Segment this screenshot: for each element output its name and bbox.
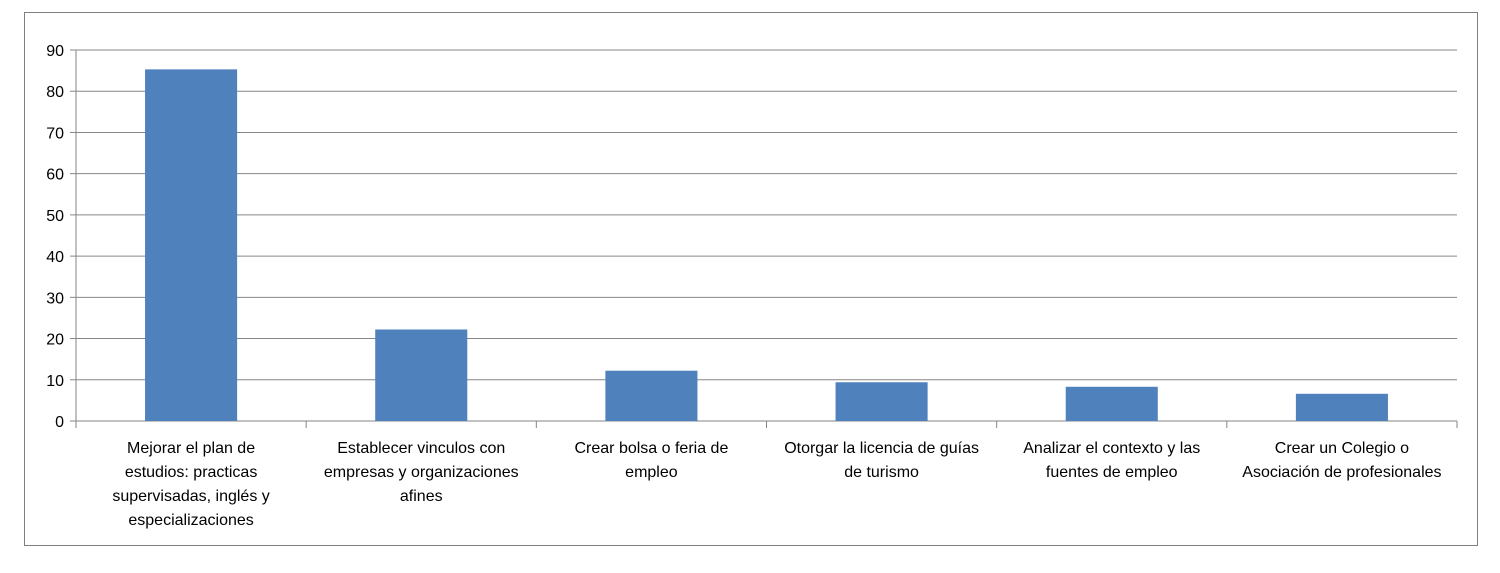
x-category-label-line: Crear un Colegio o	[1275, 440, 1409, 457]
y-tick-label-20: 20	[46, 332, 64, 349]
y-tick-label-0: 0	[55, 414, 64, 431]
bar-3	[605, 370, 698, 421]
x-category-label-2: Establecer vinculos con empresas y organi…	[324, 440, 519, 505]
y-tick-label-10: 10	[46, 373, 64, 390]
y-tick-label-40: 40	[46, 249, 64, 266]
x-category-label-3: Crear bolsa o feria de empleo	[574, 440, 728, 481]
bar-4	[835, 382, 928, 421]
x-category-label-line: Asociación de profesionales	[1242, 464, 1441, 481]
y-tick-label-30: 30	[46, 290, 64, 307]
x-category-label-line: fuentes de empleo	[1046, 464, 1178, 481]
x-category-label-line: especializaciones	[128, 512, 253, 529]
x-category-label-line: empresas y organizaciones	[324, 464, 519, 481]
x-category-label-line: empleo	[625, 464, 678, 481]
x-category-label-line: Analizar el contexto y las	[1023, 440, 1200, 457]
y-tick-label-70: 70	[46, 125, 64, 142]
y-tick-label-90: 90	[46, 43, 64, 60]
bar-5	[1065, 386, 1158, 421]
x-category-label-line: de turismo	[844, 464, 919, 481]
x-category-label-line: supervisadas, inglés y	[112, 488, 269, 505]
bar-1	[145, 69, 238, 421]
bar-6	[1295, 393, 1388, 421]
x-category-label-6: Crear un Colegio o Asociación de profesio…	[1242, 440, 1441, 481]
y-tick-label-60: 60	[46, 167, 64, 184]
x-category-label-line: Otorgar la licencia de guías	[784, 440, 979, 457]
x-category-label-line: afines	[400, 488, 443, 505]
chart-frame	[24, 12, 1478, 546]
x-category-label-5: Analizar el contexto y las fuentes de emp…	[1023, 440, 1200, 481]
x-category-label-line: estudios: practicas	[125, 464, 258, 481]
x-category-label-line: Mejorar el plan de	[127, 440, 255, 457]
x-category-label-line: Crear bolsa o feria de	[574, 440, 728, 457]
y-tick-label-50: 50	[46, 208, 64, 225]
x-category-label-line: Establecer vinculos con	[337, 440, 505, 457]
y-tick-label-80: 80	[46, 84, 64, 101]
bar-2	[375, 329, 468, 421]
x-category-label-4: Otorgar la licencia de guías de turismo	[784, 440, 979, 481]
x-category-label-1: Mejorar el plan de estudios: practicas sup…	[112, 440, 269, 529]
